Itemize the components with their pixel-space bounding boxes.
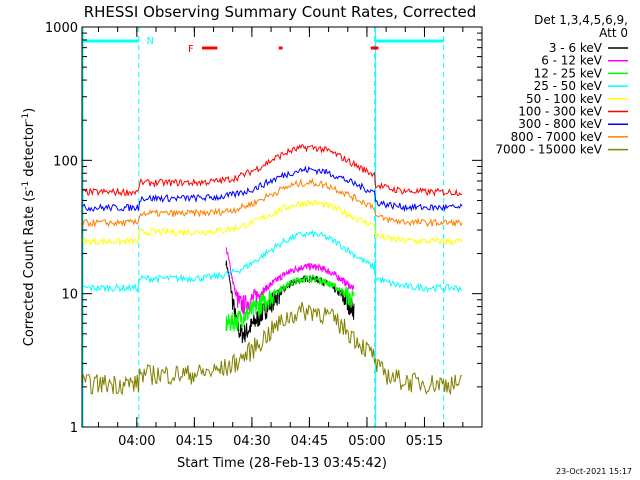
legend-entry-label: 100 - 300 keV	[518, 105, 602, 119]
x-tick-label: 04:30	[233, 434, 270, 449]
chart-title: RHESSI Observing Summary Count Rates, Co…	[84, 3, 477, 21]
series-line	[81, 301, 463, 396]
x-axis-label: Start Time (28-Feb-13 03:45:42)	[177, 456, 387, 471]
footer-date: 23-Oct-2021 15:17	[556, 467, 632, 476]
legend-header-line: Att 0	[599, 26, 628, 40]
y-axis-ticks: 1 10 100 1000	[45, 21, 482, 436]
series-line	[225, 247, 355, 316]
y-axis-label-part: Corrected Count Rate (s	[22, 190, 37, 347]
legend-entry-label: 3 - 6 keV	[549, 41, 603, 55]
legend-header-line: Det 1,3,4,5,6,9,	[534, 13, 628, 27]
legend-entry-label: 300 - 800 keV	[518, 117, 602, 131]
saa-marker-label: N	[147, 36, 154, 47]
series-line	[81, 199, 463, 247]
y-axis-label-part: detector	[22, 121, 37, 181]
y-axis-label-part: )	[22, 108, 37, 113]
legend-entry-label: 6 - 12 keV	[541, 54, 603, 68]
series-line	[81, 144, 463, 197]
y-tick-label: 10	[61, 288, 78, 303]
legend-entry-label: 12 - 25 keV	[534, 66, 603, 80]
y-axis-label-superscript: -1	[21, 181, 31, 190]
series-line	[81, 229, 463, 293]
x-tick-label: 05:00	[348, 434, 385, 449]
series-line	[81, 165, 463, 213]
x-tick-label: 04:15	[176, 434, 213, 449]
x-tick-label: 05:15	[406, 434, 443, 449]
x-tick-label: 04:45	[291, 434, 328, 449]
legend-entry-label: 25 - 50 keV	[534, 79, 603, 93]
series-line	[225, 260, 355, 344]
x-tick-label: 04:00	[118, 434, 155, 449]
y-axis-label: Corrected Count Rate (s-1 detector-1)	[21, 108, 37, 346]
plot-frame	[81, 26, 483, 428]
flare-marker-label: F	[188, 44, 194, 55]
series-line	[225, 274, 355, 332]
y-tick-label: 1000	[45, 21, 78, 36]
legend-entry-label: 50 - 100 keV	[526, 92, 603, 106]
y-tick-label: 100	[53, 154, 78, 169]
y-axis-label-superscript: -1	[21, 113, 31, 122]
x-axis-ticks: 04:00 04:15 04:30 04:45 05:00 05:15	[97, 27, 464, 449]
y-tick-label: 1	[70, 421, 78, 436]
plot-area: NF	[81, 27, 463, 427]
legend-entry-label: 800 - 7000 keV	[511, 130, 603, 144]
legend-entry-label: 7000 - 15000 keV	[495, 143, 602, 157]
series-line	[81, 177, 463, 228]
